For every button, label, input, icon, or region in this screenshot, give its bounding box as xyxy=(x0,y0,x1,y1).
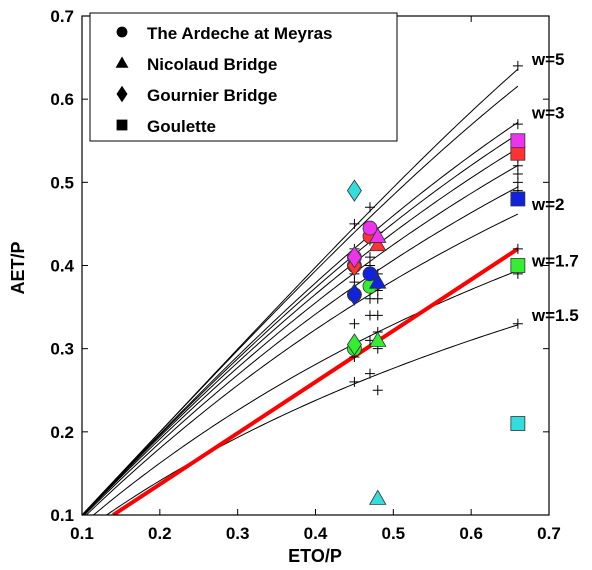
curve-label-w-1.5: w=1.5 xyxy=(531,306,579,325)
data-point-diamond xyxy=(346,179,362,202)
data-point-diamond xyxy=(346,283,362,306)
curve-w-2.2 xyxy=(83,186,519,515)
plus-marker xyxy=(372,385,383,396)
legend-marker-triangle xyxy=(115,56,129,68)
y-tick-label: 0.3 xyxy=(50,340,74,359)
legend-label: Nicolaud Bridge xyxy=(147,55,277,74)
curve-w-2.8 xyxy=(82,133,519,515)
data-point-square xyxy=(510,145,526,161)
plus-marker xyxy=(349,218,360,229)
data-point-triangle xyxy=(369,331,387,347)
curve-w-2.4 xyxy=(82,165,519,515)
legend-marker-circle xyxy=(116,26,128,38)
data-point-circle xyxy=(362,266,378,282)
curve-w-4 xyxy=(82,85,519,515)
curve-label-w-3: w=3 xyxy=(531,103,565,122)
axis-ticks: 0.1 0.2 0.3 0.4 0.5 0.6 0.7 0.1 0.2 0.3 0.4 0.5 0.6 0… xyxy=(50,7,560,543)
legend-box xyxy=(89,12,398,142)
x-tick-label: 0.3 xyxy=(226,524,250,543)
y-tick-label: 0.6 xyxy=(50,90,74,109)
y-tick-label: 0.5 xyxy=(50,173,74,192)
y-tick-label: 0.2 xyxy=(50,423,74,442)
data-point-square xyxy=(510,258,526,273)
legend-label: The Ardeche at Meyras xyxy=(147,24,333,43)
x-tick-label: 0.2 xyxy=(148,524,172,543)
x-tick-label: 0.4 xyxy=(304,524,328,543)
y-axis-label: AET/P xyxy=(8,241,28,294)
legend-label: Gournier Bridge xyxy=(147,86,277,105)
data-point-square xyxy=(510,191,526,207)
plus-marker xyxy=(512,318,523,329)
plus-marker xyxy=(364,368,375,379)
data-point-circle xyxy=(362,220,378,236)
red-reference-line xyxy=(112,247,519,515)
curve-w-1.5 xyxy=(105,324,519,515)
legend-label: Goulette xyxy=(147,117,216,136)
data-point-diamond xyxy=(346,333,362,356)
curve-w-3 xyxy=(82,121,519,515)
curve-label-w-5: w=5 xyxy=(531,50,565,69)
markers-layer xyxy=(346,133,526,505)
legend-marker-square xyxy=(116,119,128,131)
plus-marker xyxy=(512,60,523,71)
curves-layer xyxy=(82,68,519,515)
plus-marker xyxy=(349,376,360,387)
data-point-triangle xyxy=(369,489,387,505)
data-point-triangle xyxy=(369,273,387,289)
data-point-triangle xyxy=(369,235,387,252)
legend: The Ardeche at Meyras Nicolaud Bridge Gour… xyxy=(89,12,398,142)
curve-w-1.7 xyxy=(92,270,519,515)
data-point-square xyxy=(510,416,526,431)
curve-label-w-1.7: w=1.7 xyxy=(531,252,579,271)
curve-labels-layer: w=5 w=3 w=2 w=1.7 w=1.5 xyxy=(531,50,579,325)
y-tick-label: 0.4 xyxy=(50,257,74,276)
x-axis-label: ETO/P xyxy=(288,546,342,566)
plus-marker xyxy=(364,252,375,263)
plus-marker xyxy=(364,202,375,213)
data-point-diamond xyxy=(346,245,362,269)
y-tick-label: 0.7 xyxy=(50,7,74,26)
x-tick-label: 0.1 xyxy=(70,524,94,543)
y-tick-label: 0.1 xyxy=(50,506,74,525)
data-point-triangle xyxy=(369,227,387,243)
plus-marker xyxy=(372,310,383,321)
plus-marker xyxy=(349,318,360,329)
legend-marker-diamond xyxy=(116,85,128,103)
x-tick-label: 0.7 xyxy=(537,524,561,543)
curve-label-w-2: w=2 xyxy=(531,195,565,214)
plus-marker xyxy=(512,243,523,254)
plus-marker xyxy=(512,119,523,130)
curve-w-2 xyxy=(85,213,519,515)
x-tick-label: 0.6 xyxy=(459,524,483,543)
x-tick-label: 0.5 xyxy=(382,524,406,543)
data-point-square xyxy=(510,133,526,149)
curve-w-2.6 xyxy=(82,147,519,515)
